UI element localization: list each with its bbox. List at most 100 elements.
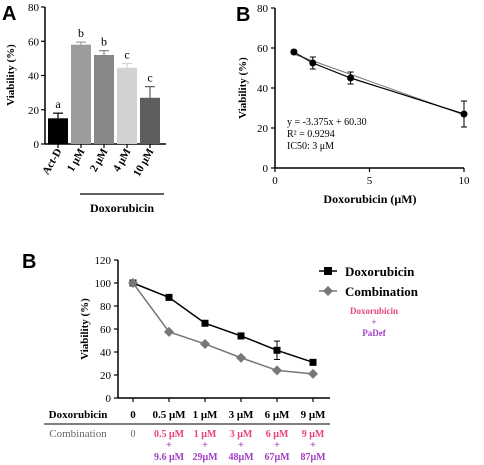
a-y-tick-label: 80 (28, 2, 40, 14)
b-x-tick-label: 10 (459, 175, 471, 187)
table-row2-label: Combination (49, 428, 107, 440)
b-y-tick-label: 20 (257, 123, 269, 135)
table-row2-padef-dose: 67μM (264, 452, 290, 463)
a-significance-letter: b (101, 35, 107, 49)
a-x-tick-label: 10 μM (131, 146, 157, 179)
a-y-tick-label: 0 (34, 139, 40, 151)
b-annotation-r2: R² = 0.9294 (287, 129, 335, 140)
c-point-combination (272, 365, 282, 376)
table-row2-doxorubicin-dose: 1 μM (194, 429, 217, 440)
a-significance-letter: b (78, 26, 84, 40)
a-x-tick-label: 1 μM (65, 146, 88, 174)
legend-note-plus: + (371, 317, 376, 327)
b-y-tick-label: 60 (257, 43, 269, 55)
c-y-tick-label: 120 (95, 255, 112, 267)
a-x-tick-label: 4 μM (111, 146, 134, 174)
table-row2-doxorubicin-dose: 9 μM (302, 429, 325, 440)
table-row2-zero: 0 (131, 429, 136, 440)
c-y-tick-label: 40 (100, 347, 112, 359)
legend-note-padef: PaDef (362, 328, 386, 338)
b-data-point (460, 110, 468, 118)
table-row2-doxorubicin-dose: 3 μM (230, 429, 253, 440)
table-row2-plus: + (202, 440, 208, 451)
a-significance-letter: c (124, 48, 129, 62)
legend-label-doxorubicin: Doxorubicin (345, 264, 415, 279)
a-significance-letter: c (147, 71, 152, 85)
b-x-tick-label: 5 (367, 175, 373, 187)
a-y-axis-label: Viability (%) (5, 44, 17, 106)
c-series-line (132, 282, 314, 375)
c-y-tick-label: 20 (100, 370, 112, 382)
table-row2-plus: + (166, 440, 172, 451)
table-row1-label: Doxorubicin (49, 409, 108, 421)
table-row1-cell: 6 μM (265, 409, 290, 421)
a-x-tick-label: Act-D (40, 146, 64, 176)
c-point-combination (200, 338, 210, 349)
b-data-line (293, 51, 465, 115)
c-y-tick-label: 100 (95, 278, 112, 290)
legend-marker-doxorubicin (324, 267, 332, 275)
b-x-axis-label: Doxorubicin (μM) (323, 192, 416, 206)
c-series-line (132, 282, 314, 364)
table-row1-cell: 0.5 μM (152, 409, 186, 421)
a-bar (140, 97, 160, 144)
table-row1-cell: 3 μM (229, 409, 254, 421)
table-row2-padef-dose: 9.6 μM (154, 452, 185, 463)
line-chart-panel-b-top: Viability (%) Doxorubicin (μM) y = -3.37… (237, 3, 470, 206)
b-y-tick-label: 0 (263, 163, 269, 175)
c-y-tick-label: 60 (100, 324, 112, 336)
b-y-tick-label: 40 (257, 83, 269, 95)
table-row2-padef-dose: 29μM (192, 452, 218, 463)
panel-letter-b-bottom: B (22, 251, 36, 273)
b-annotation-ic50: IC50: 3 μM (287, 141, 334, 152)
table-row2-padef-dose: 87μM (300, 452, 326, 463)
table-row2-plus: + (310, 440, 316, 451)
panel-letter-a: A (2, 3, 16, 25)
b-data-point (347, 74, 355, 82)
table-row2-plus: + (238, 440, 244, 451)
b-data-point (290, 48, 298, 56)
line-chart-panel-b-bottom: Viability (%) Doxorubicin Combination Do… (44, 255, 419, 463)
c-point-combination (308, 368, 318, 379)
a-y-tick-label: 60 (28, 36, 40, 48)
b-y-axis-label: Viability (%) (237, 57, 249, 119)
c-point-combination (236, 352, 246, 363)
b-x-tick-label: 0 (272, 175, 278, 187)
table-row1-cell: 9 μM (301, 409, 326, 421)
c-y-tick-label: 80 (100, 301, 112, 313)
c-y-axis-label: Viability (%) (79, 298, 91, 360)
a-group-label: Doxorubicin (90, 201, 154, 215)
a-x-tick-label: 2 μM (88, 146, 111, 174)
a-bar (117, 67, 137, 144)
bar-chart-panel-a: Viability (%) Doxorubicin 0 20 40 60 80 a Act-… (5, 2, 166, 215)
table-row2-doxorubicin-dose: 6 μM (266, 429, 289, 440)
c-point-combination (164, 326, 174, 337)
c-point-doxorubicin (201, 319, 209, 327)
a-bar (48, 118, 68, 144)
a-y-tick-label: 20 (28, 105, 40, 117)
c-point-combination (128, 278, 138, 288)
c-point-doxorubicin (273, 346, 281, 354)
a-bar (94, 54, 114, 145)
c-y-tick-label: 0 (106, 393, 112, 405)
table-row2-padef-dose: 48μM (228, 452, 254, 463)
panel-letter-b-top: B (236, 4, 250, 26)
c-point-doxorubicin (165, 293, 173, 301)
legend-note-doxorubicin: Doxorubicin (350, 306, 398, 316)
table-row1-cell: 1 μM (193, 409, 218, 421)
table-row2-doxorubicin-dose: 0.5 μM (154, 429, 185, 440)
b-y-tick-label: 80 (257, 3, 269, 15)
table-row1-cell: 0 (130, 409, 136, 421)
c-point-doxorubicin (309, 358, 317, 366)
legend-label-combination: Combination (345, 284, 419, 299)
table-row2-plus: + (274, 440, 280, 451)
a-y-tick-label: 40 (28, 71, 40, 83)
b-data-point (309, 59, 317, 67)
c-point-doxorubicin (237, 332, 245, 340)
a-bar (71, 44, 91, 144)
legend-marker-combination (323, 286, 333, 296)
b-annotation-equation: y = -3.375x + 60.30 (287, 117, 367, 128)
a-significance-letter: a (55, 97, 61, 111)
